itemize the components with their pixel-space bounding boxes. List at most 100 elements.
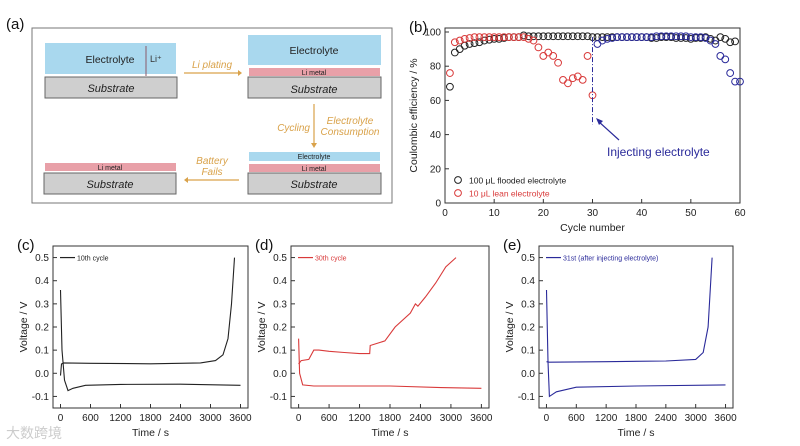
substrate-label: Substrate: [86, 179, 133, 191]
data-point-lean: [544, 48, 553, 57]
data-point-injected: [731, 77, 739, 86]
data-point-injected: [677, 32, 685, 41]
x-tick-label: 0: [544, 413, 550, 424]
legend-label: 31st (after injecting electrolyte): [563, 256, 658, 263]
y-tick-label: -0.1: [270, 392, 288, 403]
data-point-flooded: [568, 32, 577, 41]
li-metal-label: Li metal: [98, 165, 123, 172]
li-metal-label: Li metal: [302, 70, 327, 77]
data-point-injected: [726, 69, 735, 77]
data-point-lean: [455, 36, 464, 45]
arrow-head-icon: [184, 177, 188, 183]
y-tick-label: -0.1: [518, 392, 536, 403]
data-point-injected: [662, 32, 671, 41]
data-point-lean: [519, 33, 528, 42]
chart-d: (d) 0 600 1200 1800 2400 3000 3600 -0.1 0.0 0.1 0.2…: [255, 237, 493, 439]
data-point-lean: [554, 58, 562, 67]
x-tick-label: 0: [296, 413, 302, 424]
x-tick-label: 10: [489, 208, 501, 219]
voltage-curve-charge: [298, 257, 457, 365]
x-tick-label: 600: [82, 413, 99, 424]
data-point-injected: [632, 33, 641, 42]
data-point-flooded: [524, 32, 533, 41]
chart-c: (c) 0 600 1200 1800 2400 3000 3600 -0.1 0.0 0.1 0.2…: [17, 237, 252, 439]
data-point-lean: [559, 75, 567, 84]
substrate-block: [247, 172, 382, 195]
annotation-arrow-icon: [597, 120, 620, 141]
y-tick-label: 100: [424, 28, 441, 39]
y-tick-label: 0.3: [521, 299, 535, 310]
y-tick-label: 0.3: [35, 299, 49, 310]
data-point-flooded: [539, 32, 548, 41]
x-tick-label: 3600: [714, 413, 737, 424]
substrate-block: [44, 76, 178, 99]
data-point-flooded: [450, 48, 459, 57]
data-point-flooded: [564, 32, 572, 41]
x-tick-label: 50: [685, 208, 697, 219]
data-point-lean: [446, 69, 454, 77]
x-tick-label: 600: [568, 413, 585, 424]
plot-frame: [52, 245, 249, 409]
x-tick-label: 1800: [625, 413, 648, 424]
data-point-flooded: [716, 33, 725, 42]
y-tick-label: 0.5: [35, 253, 49, 264]
data-point-lean: [460, 34, 469, 43]
y-tick-label: 0.0: [273, 369, 287, 380]
electrolyte-layer: [248, 35, 381, 65]
data-point-lean: [475, 33, 484, 42]
legend-label: 100 μL flooded electrolyte: [469, 176, 566, 186]
data-point-flooded: [534, 32, 543, 41]
cycling-label: Cycling: [277, 123, 310, 134]
x-axis-title: Time / s: [132, 427, 169, 439]
data-point-flooded: [598, 33, 607, 42]
battery-fails-label-2: Fails: [201, 167, 222, 178]
voltage-curve-discharge: [59, 289, 241, 392]
x-tick-label: 2400: [655, 413, 678, 424]
data-point-lean: [485, 33, 494, 42]
data-point-injected: [593, 40, 602, 48]
data-point-injected: [598, 36, 607, 45]
y-tick-label: 0.4: [273, 276, 287, 287]
data-point-flooded: [485, 35, 494, 44]
legend-marker: [454, 189, 462, 197]
data-point-flooded: [578, 32, 587, 41]
x-tick-label: 3000: [440, 413, 463, 424]
y-tick-label: 0.3: [273, 299, 287, 310]
x-tick-label: 1200: [595, 413, 618, 424]
x-tick-label: 0: [58, 413, 64, 424]
data-point-injected: [721, 55, 730, 64]
data-point-lean: [524, 34, 533, 43]
panel-label: (e): [503, 237, 521, 254]
li-metal-label: Li metal: [302, 166, 327, 173]
y-tick-label: 0.5: [273, 253, 287, 264]
y-tick-label: 0.1: [273, 346, 287, 357]
y-tick-label: 0.2: [273, 323, 287, 334]
data-point-injected: [696, 33, 705, 42]
data-point-flooded: [559, 32, 567, 41]
y-axis-title: Coulombic efficiency / %: [408, 58, 420, 172]
data-point-lean: [480, 33, 489, 42]
x-tick-label: 1200: [348, 413, 371, 424]
data-point-injected: [736, 77, 744, 86]
battery-fails-label-1: Battery: [196, 156, 229, 167]
legend-label: 10th cycle: [77, 256, 109, 263]
electrolyte-layer: [249, 152, 380, 161]
y-tick-label: 0: [435, 199, 441, 210]
x-axis-title: Time / s: [618, 427, 655, 439]
li-plating-label: Li plating: [192, 60, 232, 71]
data-point-flooded: [554, 32, 562, 41]
data-point-lean: [505, 33, 513, 42]
voltage-curve-charge: [59, 257, 236, 376]
y-tick-label: 40: [430, 130, 442, 141]
electrolyte-layer: [45, 43, 176, 74]
x-tick-label: 1800: [379, 413, 402, 424]
data-point-lean: [539, 52, 548, 60]
legend-label: 30th cycle: [315, 256, 347, 263]
y-tick-label: 60: [430, 96, 442, 107]
data-point-injected: [647, 33, 656, 42]
data-point-flooded: [583, 32, 592, 41]
electrolyte-label: Electrolyte: [85, 54, 134, 66]
data-point-flooded: [465, 40, 474, 48]
data-point-lean: [490, 33, 499, 42]
